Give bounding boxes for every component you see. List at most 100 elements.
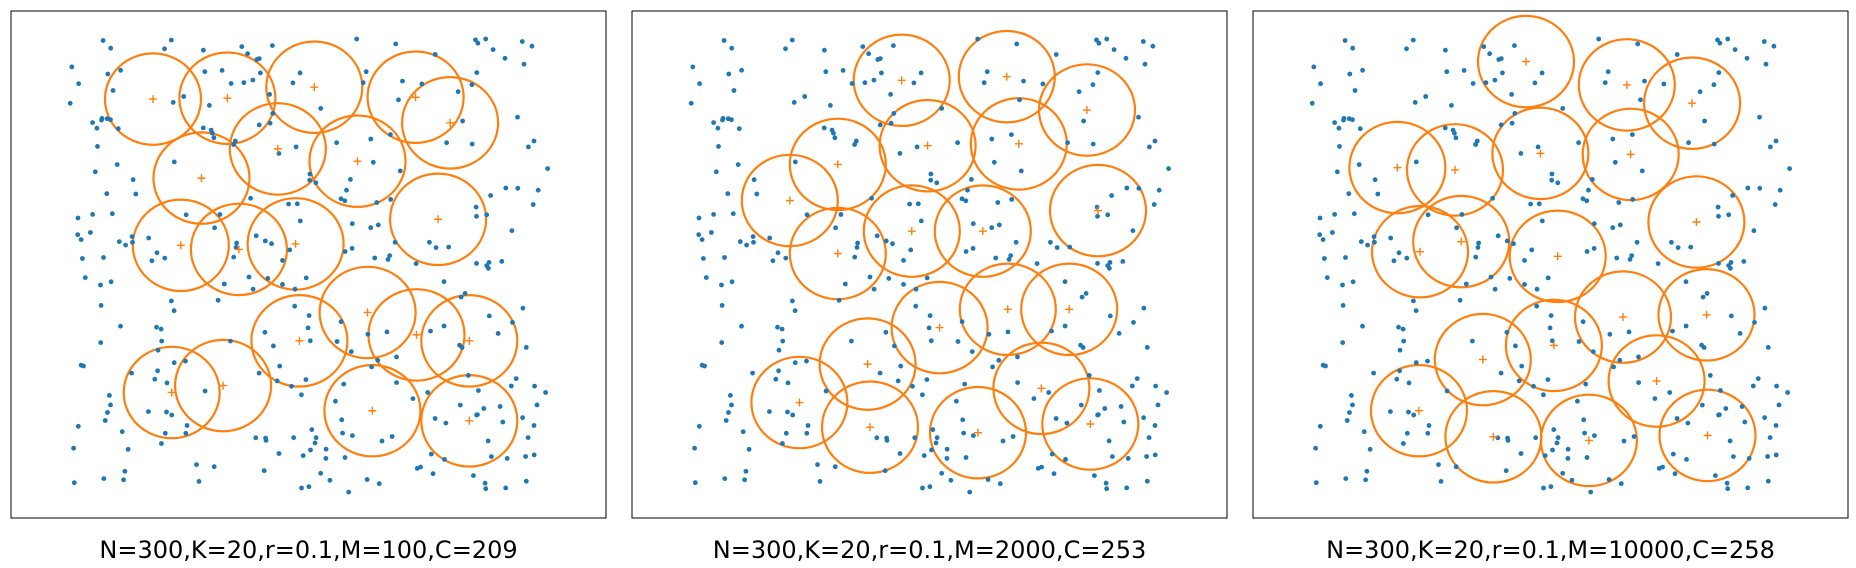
data-point	[1575, 398, 1580, 404]
data-point	[1449, 103, 1454, 108]
data-point	[309, 427, 315, 432]
data-point	[100, 38, 106, 43]
data-point	[944, 456, 950, 461]
data-point	[1488, 274, 1494, 280]
center-marker	[295, 336, 304, 345]
data-point	[90, 212, 95, 217]
data-point	[1365, 242, 1370, 248]
coverage-circle	[401, 76, 500, 170]
data-point	[1787, 166, 1792, 172]
data-point	[829, 127, 835, 133]
data-point	[929, 447, 934, 453]
data-point	[490, 47, 496, 52]
data-point	[860, 44, 866, 49]
data-point	[306, 313, 312, 318]
data-point	[1495, 233, 1501, 239]
center-marker	[1014, 139, 1023, 148]
data-point	[730, 211, 736, 217]
data-point	[162, 255, 168, 261]
data-point	[1097, 388, 1102, 393]
data-point	[1018, 168, 1024, 174]
data-point	[1311, 64, 1317, 70]
data-point	[1116, 331, 1122, 336]
center-marker	[974, 428, 982, 437]
data-point	[729, 279, 735, 285]
data-point	[305, 325, 311, 331]
data-point	[852, 254, 858, 260]
data-point	[1584, 249, 1590, 254]
data-point	[1063, 457, 1068, 462]
data-point	[754, 191, 760, 197]
data-point	[1630, 197, 1636, 202]
data-point	[526, 144, 531, 150]
data-point	[1080, 345, 1086, 350]
data-point	[1404, 46, 1409, 52]
data-point	[504, 456, 510, 461]
center-marker	[1478, 355, 1487, 364]
data-point	[1518, 451, 1524, 456]
data-point	[1313, 445, 1318, 451]
data-point	[1728, 313, 1734, 319]
data-point	[1483, 80, 1489, 86]
data-point	[1470, 81, 1476, 86]
data-point	[971, 433, 976, 438]
data-point	[1539, 218, 1545, 224]
data-point	[697, 81, 702, 87]
data-point	[737, 239, 743, 245]
data-point	[368, 225, 374, 231]
data-point	[779, 326, 785, 332]
data-point	[289, 383, 294, 389]
data-point	[1531, 383, 1536, 389]
data-point	[1560, 106, 1566, 111]
coverage-circle	[862, 184, 961, 278]
data-point	[1688, 244, 1694, 250]
coverage-circle	[265, 40, 364, 134]
plot-frame	[10, 10, 607, 519]
data-point	[773, 376, 779, 382]
data-point	[1090, 141, 1096, 147]
data-point	[1745, 485, 1751, 491]
data-point	[1423, 94, 1429, 99]
data-point	[1153, 383, 1158, 389]
data-point	[1351, 211, 1357, 217]
data-point	[1095, 261, 1100, 266]
data-point	[444, 140, 449, 146]
data-point	[133, 191, 139, 197]
data-point	[346, 489, 352, 495]
data-point	[828, 103, 833, 108]
data-point	[888, 120, 894, 126]
data-point	[688, 100, 694, 106]
coverage-circle	[1369, 363, 1469, 458]
data-point	[1090, 82, 1096, 88]
data-point	[1397, 368, 1402, 374]
data-point	[432, 52, 438, 57]
data-point	[898, 363, 904, 369]
data-point	[122, 468, 128, 474]
data-point	[534, 402, 540, 408]
data-point	[1118, 404, 1124, 409]
data-point	[114, 162, 120, 168]
data-point	[1106, 438, 1112, 444]
data-point	[921, 453, 927, 458]
data-point	[1512, 43, 1517, 48]
data-point	[339, 417, 345, 423]
data-point	[802, 94, 808, 99]
data-point	[1762, 305, 1768, 311]
data-point	[775, 250, 781, 256]
data-point	[1617, 222, 1623, 228]
data-point	[308, 447, 313, 453]
coverage-circle	[189, 202, 288, 297]
data-point	[287, 247, 293, 253]
data-point	[523, 478, 529, 484]
data-point	[158, 326, 164, 332]
data-point	[1131, 320, 1136, 325]
data-point	[80, 256, 85, 261]
data-point	[1096, 40, 1102, 46]
data-point	[130, 177, 136, 183]
data-point	[924, 275, 930, 281]
data-point	[910, 383, 915, 389]
data-point	[911, 80, 917, 86]
data-point	[1611, 364, 1616, 370]
data-point	[1401, 338, 1407, 344]
data-point	[1507, 276, 1513, 281]
